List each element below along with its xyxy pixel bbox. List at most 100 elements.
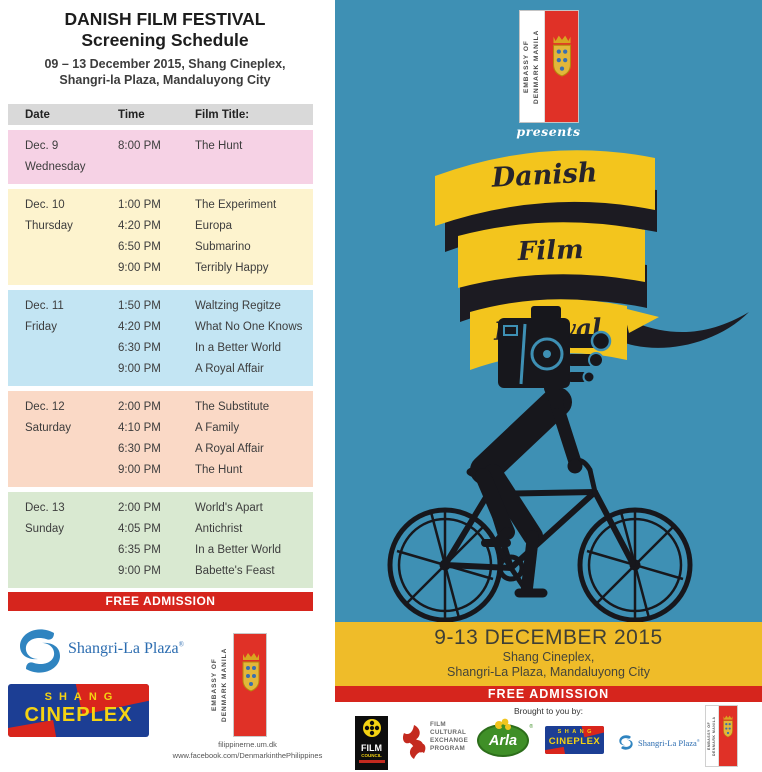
screening-table: Date Time Film Title: Dec. 9 Wednesday 8… (8, 104, 313, 611)
fcep-line-4: PROGRAM (430, 745, 465, 752)
brought-by-text: Brought to you by: (514, 706, 583, 716)
screening-film: World's Apart (195, 502, 263, 514)
group-date: Dec. 11 (25, 300, 64, 312)
screening-film: The Hunt (195, 140, 243, 152)
fcep-line-1: FILM (430, 721, 446, 728)
screening-film: In a Better World (195, 342, 282, 354)
table-row: Dec. 9 Wednesday 8:00 PM The Hunt (8, 130, 313, 184)
group-day: Thursday (25, 220, 73, 232)
table-row: Dec. 13 Sunday 2:00 PM 4:05 PM 6:35 PM 9… (8, 492, 313, 588)
embassy-links: filippinerne.um.dk www.facebook.com/Denm… (140, 740, 355, 761)
screening-time: 4:05 PM (118, 523, 161, 535)
film-council-line-1: FILM (361, 743, 382, 753)
danish-flag (718, 706, 737, 766)
table-row: Dec. 12 Saturday 2:00 PM 4:10 PM 6:30 PM… (8, 391, 313, 487)
shang-cineplex-logo: SHANG CINEPLEX (8, 684, 149, 737)
event-venue-1: Shang Cineplex, (502, 650, 595, 664)
screening-film: In a Better World (195, 544, 282, 556)
ribbon-word-film: Film (516, 235, 584, 267)
shangrila-wordmark: Shangri-La Plaza® (68, 640, 184, 658)
screening-time: 4:20 PM (118, 321, 161, 333)
screening-time: 9:00 PM (118, 565, 161, 577)
embassy-line-1: EMBASSY OF (522, 40, 530, 93)
shangrila-swirl-icon (619, 735, 633, 750)
shangrila-swirl-icon (20, 629, 60, 673)
screening-film: Terribly Happy (195, 262, 269, 274)
screening-film: Europa (195, 220, 233, 232)
ribbon-word-danish: Danish (490, 157, 598, 194)
fcep-line-3: EXCHANGE (430, 737, 469, 744)
group-day: Friday (25, 321, 57, 333)
screening-film: Waltzing Regitze (195, 300, 281, 312)
ribbon-tail (617, 312, 749, 348)
header-time: Time (118, 108, 145, 121)
film-council-logo: FILM COUNCIL (355, 716, 388, 770)
screening-time: 2:00 PM (118, 401, 161, 413)
registered-mark: ® (178, 640, 184, 649)
sponsors-footer: Brought to you by: FILM COUNCIL FILM CUL… (335, 702, 762, 772)
embassy-logo: EMBASSY OF DENMARK MANILA (518, 10, 579, 123)
screening-time: 8:00 PM (118, 140, 161, 152)
film-camera-head (498, 306, 612, 388)
screening-time: 6:30 PM (118, 342, 161, 354)
shang-word: SHANG (557, 729, 595, 735)
poster-illustration: Danish Film Festival (387, 150, 749, 622)
screening-time: 6:30 PM (118, 443, 161, 455)
header-film: Film Title: (195, 108, 250, 121)
arla-logo: Arla ® (477, 718, 533, 757)
embassy-logo: EMBASSY OF DENMARK MANILA (210, 633, 267, 737)
screening-film: Submarino (195, 241, 251, 253)
festival-poster: EMBASSY OF DENMARK MANILA presents (335, 0, 762, 772)
screening-film: A Royal Affair (195, 363, 264, 375)
group-date: Dec. 12 (25, 401, 65, 413)
screening-film: Babette's Feast (195, 565, 275, 577)
arla-wordmark: Arla (488, 733, 518, 749)
table-row: Dec. 11 Friday 1:50 PM 4:20 PM 6:30 PM 9… (8, 290, 313, 386)
bicycle (387, 458, 693, 622)
group-date: Dec. 13 (25, 502, 65, 514)
screening-film: What No One Knows (195, 321, 303, 333)
film-reel-icon (362, 719, 381, 737)
ribbon-band-2 (458, 222, 645, 288)
danish-flag (233, 633, 267, 737)
title-line-1: DANISH FILM FESTIVAL (64, 9, 266, 29)
subtitle-line-2: Shangri-la Plaza, Mandaluyong City (59, 73, 271, 87)
cineplex-word: CINEPLEX (24, 704, 133, 726)
danish-flag (543, 11, 578, 122)
screening-time: 6:35 PM (118, 544, 161, 556)
shangrila-wordmark: Shangri-La Plaza® (638, 738, 700, 748)
screening-time: 9:00 PM (118, 363, 161, 375)
shangrila-label: Shangri-La Plaza (638, 737, 697, 748)
schedule-panel: DANISH FILM FESTIVAL Screening Schedule … (0, 0, 330, 772)
arla-flower-icon (495, 718, 511, 730)
danish-crest-icon (552, 35, 571, 77)
free-admission-banner: FREE ADMISSION (8, 592, 313, 611)
event-venue-2: Shangri-La Plaza, Mandaluyong City (447, 665, 650, 679)
table-row: Dec. 10 Thursday 1:00 PM 4:20 PM 6:50 PM… (8, 189, 313, 285)
subtitle-line-1: 09 – 13 December 2015, Shang Cineplex, (44, 57, 286, 71)
cyclist-silhouette (466, 381, 583, 598)
screening-time: 6:50 PM (118, 241, 161, 253)
embassy-logo: EMBASSY OF DENMARK MANILA (705, 705, 738, 767)
shangrila-logo: Shangri-La Plaza® (618, 734, 700, 751)
event-date: 9-13 DECEMBER 2015 (434, 626, 663, 649)
fcep-wordmark: FILM CULTURAL EXCHANGE PROGRAM (430, 721, 468, 753)
schedule-subtitle: 09 – 13 December 2015, Shang Cineplex, S… (0, 56, 330, 88)
fcep-pinwheel-icon (402, 725, 426, 759)
embassy-line-2: DENMARK MANILA (221, 647, 228, 723)
screening-film: Antichrist (195, 523, 243, 535)
screening-film: The Hunt (195, 464, 243, 476)
danish-crest-icon (723, 715, 733, 738)
danish-crest-icon (242, 653, 260, 692)
film-council-accent (358, 760, 385, 763)
table-header-row: Date Time Film Title: (8, 104, 313, 125)
screening-time: 9:00 PM (118, 262, 161, 274)
screening-time: 2:00 PM (118, 502, 161, 514)
group-date: Dec. 10 (25, 199, 65, 211)
fcep-line-2: CULTURAL (430, 729, 467, 736)
screening-time: 9:00 PM (118, 464, 161, 476)
ribbon-tail-tip (623, 308, 659, 333)
free-admission-banner: FREE ADMISSION (335, 686, 762, 702)
embassy-facebook-url: www.facebook.com/DenmarkinthePhilippines (172, 750, 323, 760)
